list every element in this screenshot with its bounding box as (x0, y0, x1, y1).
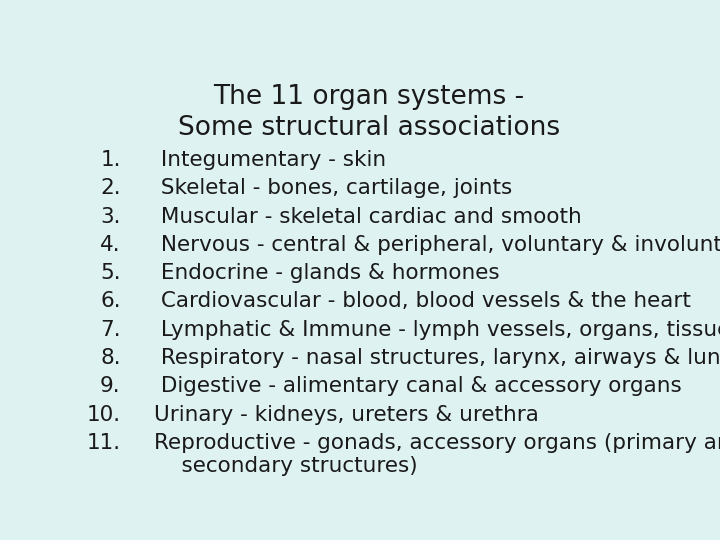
Text: Reproductive - gonads, accessory organs (primary and
    secondary structures): Reproductive - gonads, accessory organs … (154, 433, 720, 476)
Text: Endocrine - glands & hormones: Endocrine - glands & hormones (154, 263, 500, 283)
Text: Skeletal - bones, cartilage, joints: Skeletal - bones, cartilage, joints (154, 178, 513, 198)
Text: 6.: 6. (100, 292, 121, 312)
Text: 4.: 4. (100, 235, 121, 255)
Text: Muscular - skeletal cardiac and smooth: Muscular - skeletal cardiac and smooth (154, 207, 582, 227)
Text: Lymphatic & Immune - lymph vessels, organs, tissues & cells: Lymphatic & Immune - lymph vessels, orga… (154, 320, 720, 340)
Text: The 11 organ systems -
Some structural associations: The 11 organ systems - Some structural a… (178, 84, 560, 140)
Text: 11.: 11. (86, 433, 121, 453)
Text: Cardiovascular - blood, blood vessels & the heart: Cardiovascular - blood, blood vessels & … (154, 292, 691, 312)
Text: 8.: 8. (100, 348, 121, 368)
Text: 10.: 10. (86, 404, 121, 424)
Text: Nervous - central & peripheral, voluntary & involuntary: Nervous - central & peripheral, voluntar… (154, 235, 720, 255)
Text: Digestive - alimentary canal & accessory organs: Digestive - alimentary canal & accessory… (154, 376, 682, 396)
Text: 5.: 5. (100, 263, 121, 283)
Text: 2.: 2. (100, 178, 121, 198)
Text: 7.: 7. (100, 320, 121, 340)
Text: Integumentary - skin: Integumentary - skin (154, 150, 387, 170)
Text: 1.: 1. (100, 150, 121, 170)
Text: 9.: 9. (100, 376, 121, 396)
Text: Respiratory - nasal structures, larynx, airways & lungs: Respiratory - nasal structures, larynx, … (154, 348, 720, 368)
Text: 3.: 3. (100, 207, 121, 227)
Text: Urinary - kidneys, ureters & urethra: Urinary - kidneys, ureters & urethra (154, 404, 539, 424)
